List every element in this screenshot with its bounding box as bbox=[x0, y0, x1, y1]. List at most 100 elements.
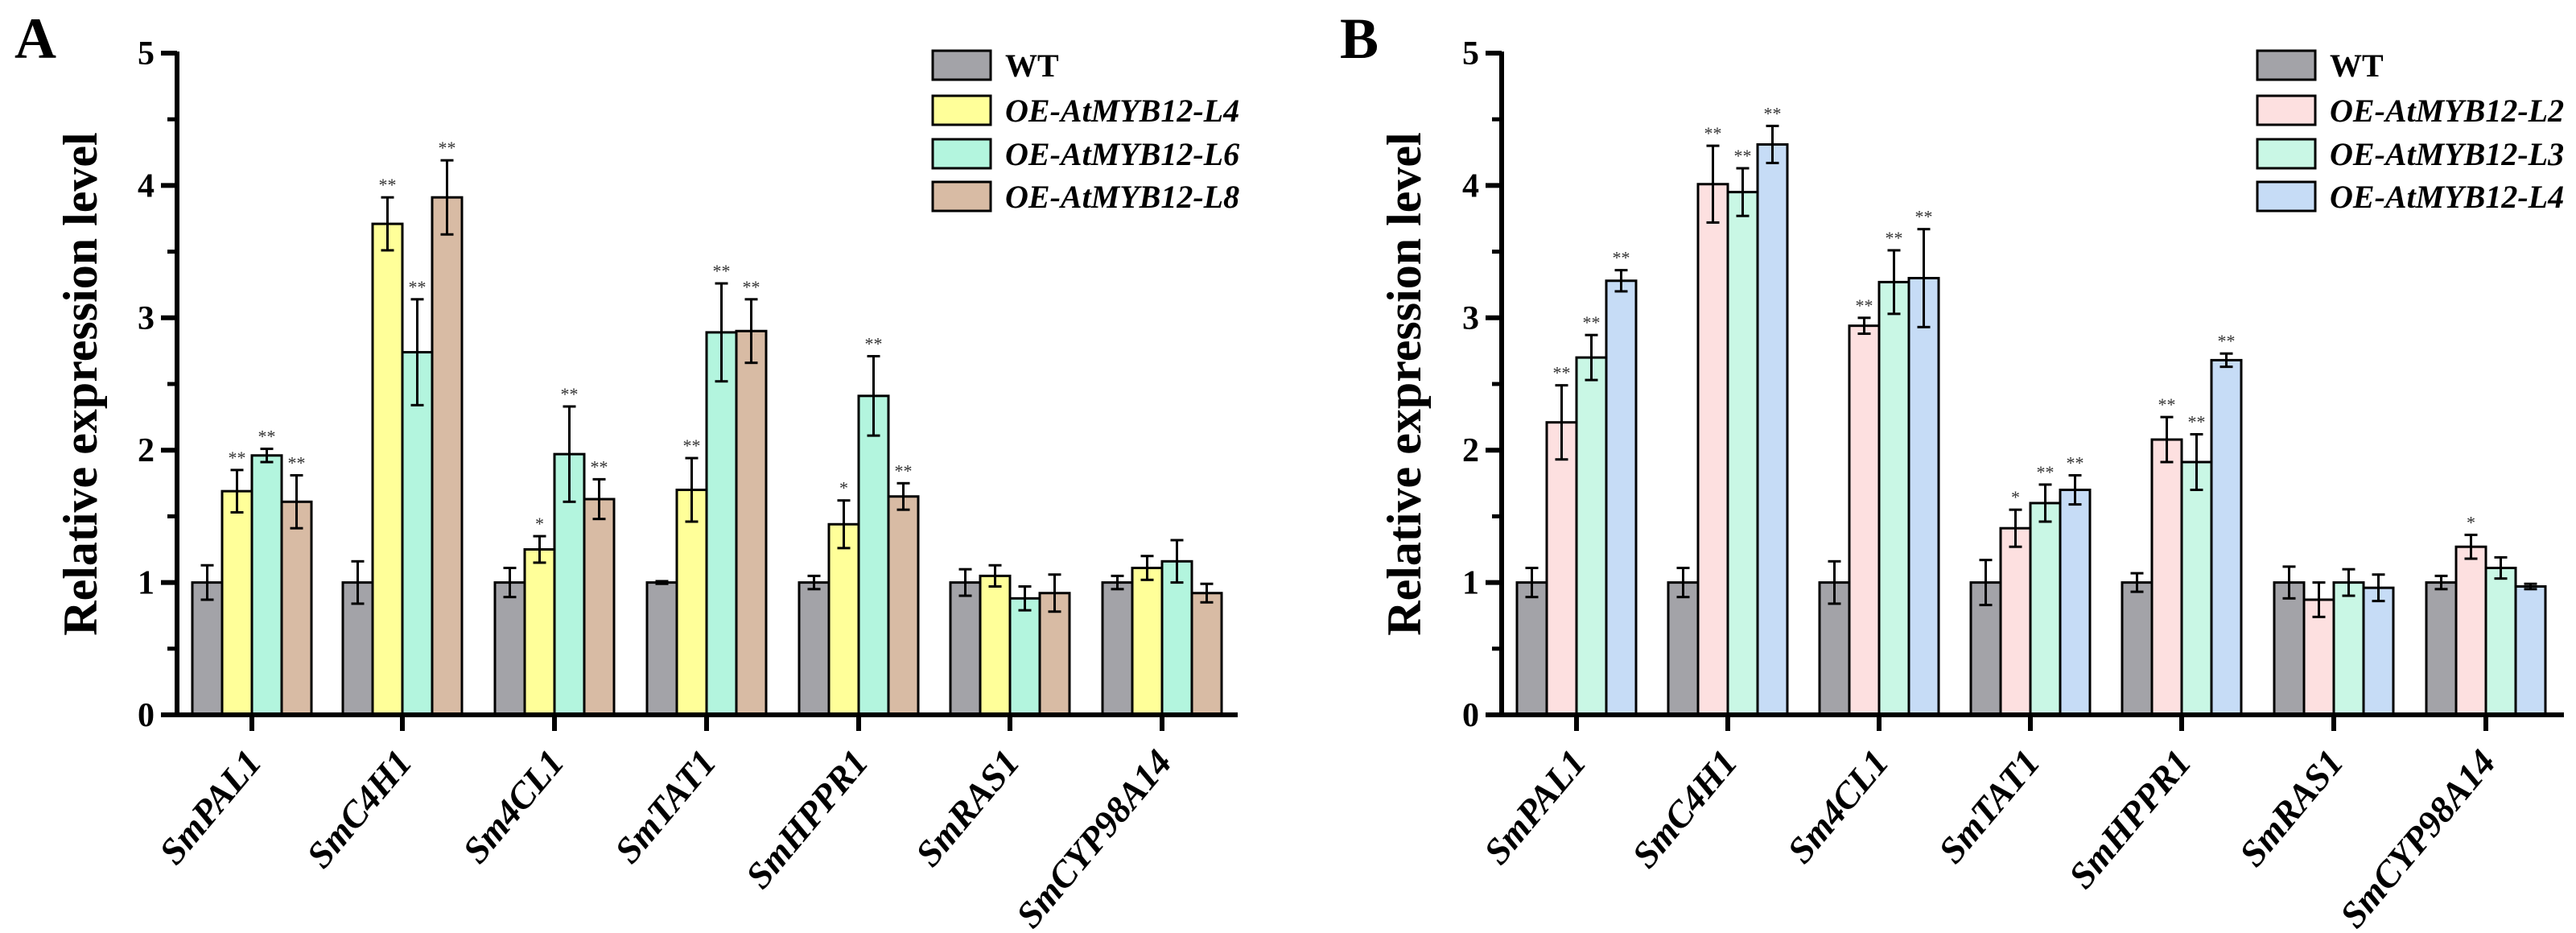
significance-label: ** bbox=[1915, 207, 1933, 227]
x-tick-label: SmRAS1 bbox=[2231, 742, 2351, 874]
significance-label: ** bbox=[2067, 452, 2084, 473]
bar-oe-atmyb12-l6-smcyp98a14 bbox=[1160, 559, 1193, 716]
legend-swatch bbox=[931, 138, 992, 170]
bar-oe-atmyb12-l4-smcyp98a14 bbox=[1131, 567, 1164, 716]
legend-swatch bbox=[2256, 138, 2317, 170]
bar-wt-smhppr1 bbox=[798, 581, 831, 716]
bar-oe-atmyb12-l6-smpal1 bbox=[250, 454, 283, 716]
legend-label: WT bbox=[1005, 47, 1059, 84]
y-tick-label: 3 bbox=[138, 300, 155, 337]
bar-oe-atmyb12-l6-smhppr1 bbox=[857, 394, 890, 716]
bar-oe-atmyb12-l4-smc4h1 bbox=[371, 222, 404, 716]
bar-oe-atmyb12-l4-smhppr1 bbox=[2210, 358, 2243, 716]
significance-label: ** bbox=[591, 456, 608, 477]
y-tick-label: 2 bbox=[1462, 432, 1479, 469]
y-tick-label: 1 bbox=[138, 565, 155, 602]
bar-wt-smpal1 bbox=[1515, 581, 1548, 716]
legend-swatch bbox=[931, 94, 992, 126]
bar-wt-smtat1 bbox=[645, 581, 678, 716]
x-tick-label: SmRAS1 bbox=[907, 742, 1027, 874]
bar-oe-atmyb12-l2-smcyp98a14 bbox=[2454, 545, 2487, 716]
significance-label: ** bbox=[2218, 331, 2236, 351]
legend-label: OE-AtMYB12-L4 bbox=[2330, 179, 2564, 215]
x-tick-label: Sm4CL1 bbox=[1779, 742, 1897, 871]
significance-label: ** bbox=[895, 460, 913, 481]
bar-oe-atmyb12-l8-sm4cl1 bbox=[583, 497, 616, 716]
bar-oe-atmyb12-l8-smcyp98a14 bbox=[1190, 592, 1223, 716]
significance-label: ** bbox=[2188, 411, 2206, 431]
y-tick-label: 4 bbox=[1462, 167, 1479, 204]
bar-oe-atmyb12-l4-smpal1 bbox=[221, 489, 253, 716]
significance-label: ** bbox=[1613, 248, 1630, 268]
legend-label: OE-AtMYB12-L3 bbox=[2330, 136, 2564, 172]
y-tick-label: 0 bbox=[138, 697, 155, 734]
significance-label: ** bbox=[1734, 146, 1752, 166]
legend-label: WT bbox=[2330, 47, 2384, 84]
bar-oe-atmyb12-l6-smtat1 bbox=[705, 331, 738, 716]
significance-label: ** bbox=[713, 261, 731, 281]
significance-label: ** bbox=[561, 384, 579, 404]
significance-label: ** bbox=[1553, 363, 1571, 383]
y-tick-label: 2 bbox=[138, 432, 155, 469]
bar-wt-smhppr1 bbox=[2121, 581, 2154, 716]
bar-oe-atmyb12-l4-sm4cl1 bbox=[1907, 276, 1940, 716]
significance-label: ** bbox=[1764, 103, 1782, 123]
bar-oe-atmyb12-l2-sm4cl1 bbox=[1848, 324, 1881, 716]
x-tick-label: SmHPPR1 bbox=[2061, 742, 2199, 896]
x-tick-label: SmTAT1 bbox=[607, 742, 724, 871]
x-tick-label: SmC4H1 bbox=[1624, 742, 1745, 876]
legend-swatch bbox=[2256, 180, 2317, 213]
bar-oe-atmyb12-l2-smhppr1 bbox=[2150, 438, 2183, 716]
significance-label: * bbox=[535, 514, 544, 534]
bar-oe-atmyb12-l8-smtat1 bbox=[735, 329, 768, 716]
bar-oe-atmyb12-l2-smpal1 bbox=[1545, 421, 1578, 716]
legend-label: OE-AtMYB12-L4 bbox=[1005, 93, 1239, 129]
significance-label: * bbox=[839, 478, 848, 498]
significance-label: ** bbox=[743, 277, 760, 297]
significance-label: * bbox=[2467, 512, 2475, 532]
x-tick-label: Sm4CL1 bbox=[455, 742, 572, 871]
bar-oe-atmyb12-l4-smhppr1 bbox=[827, 522, 860, 716]
y-tick-label: 5 bbox=[1462, 35, 1479, 72]
x-tick-label: SmTAT1 bbox=[1931, 742, 2048, 871]
significance-label: ** bbox=[439, 138, 456, 158]
bar-oe-atmyb12-l8-smc4h1 bbox=[431, 196, 464, 716]
bar-oe-atmyb12-l3-smras1 bbox=[2332, 581, 2365, 716]
legend-label: OE-AtMYB12-L6 bbox=[1005, 136, 1239, 172]
significance-label: ** bbox=[1856, 295, 1873, 316]
significance-label: ** bbox=[379, 175, 397, 195]
legend-swatch bbox=[931, 49, 992, 81]
significance-label: ** bbox=[1583, 312, 1601, 332]
bar-oe-atmyb12-l3-smhppr1 bbox=[2180, 460, 2213, 716]
significance-label: ** bbox=[2158, 394, 2176, 415]
significance-label: ** bbox=[409, 277, 427, 297]
bar-oe-atmyb12-l8-smpal1 bbox=[280, 500, 313, 716]
significance-label: ** bbox=[1704, 123, 1722, 143]
significance-label: ** bbox=[229, 448, 246, 468]
bar-oe-atmyb12-l2-smc4h1 bbox=[1696, 183, 1729, 716]
bar-oe-atmyb12-l3-smcyp98a14 bbox=[2484, 567, 2517, 716]
x-tick-label: SmPAL1 bbox=[1476, 742, 1594, 872]
y-tick-label: 1 bbox=[1462, 565, 1479, 602]
bar-oe-atmyb12-l4-smtat1 bbox=[2059, 489, 2092, 716]
panel-letter: B bbox=[1340, 6, 1379, 71]
bar-wt-smras1 bbox=[2273, 581, 2306, 716]
x-tick-label: SmCYP98A14 bbox=[1008, 742, 1179, 933]
significance-label: ** bbox=[683, 436, 701, 456]
significance-label: ** bbox=[865, 333, 883, 353]
bar-oe-atmyb12-l4-sm4cl1 bbox=[523, 548, 556, 716]
bar-wt-smcyp98a14 bbox=[1101, 581, 1134, 716]
bar-oe-atmyb12-l4-smras1 bbox=[2362, 586, 2395, 716]
legend-swatch bbox=[931, 180, 992, 213]
significance-label: ** bbox=[1886, 228, 1903, 248]
bar-oe-atmyb12-l3-smtat1 bbox=[2029, 502, 2062, 716]
bar-oe-atmyb12-l3-smpal1 bbox=[1575, 356, 1608, 716]
significance-label: ** bbox=[258, 427, 276, 447]
bar-wt-smras1 bbox=[949, 581, 982, 716]
y-tick-label: 3 bbox=[1462, 300, 1479, 337]
bar-wt-sm4cl1 bbox=[493, 581, 526, 716]
y-axis-label: Relative expression level bbox=[1378, 132, 1431, 635]
panel-letter: A bbox=[14, 6, 56, 71]
